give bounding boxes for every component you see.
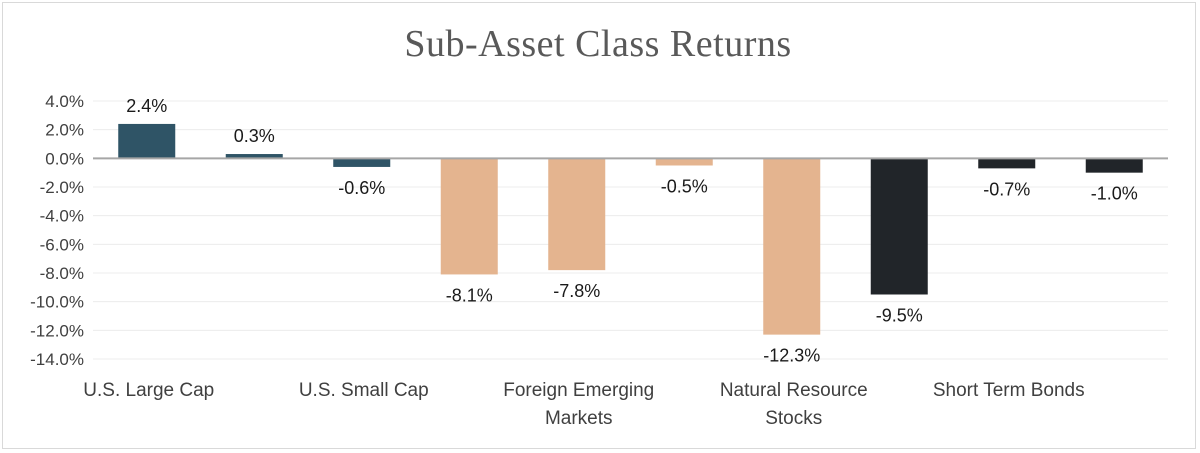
bar <box>655 158 713 166</box>
y-tick-label: -6.0% <box>40 235 84 254</box>
y-tick-label: -4.0% <box>40 207 84 226</box>
bar <box>870 158 928 295</box>
bar <box>1085 158 1143 173</box>
y-tick-label: -14.0% <box>30 350 84 369</box>
data-label: -8.1% <box>446 285 493 305</box>
data-label: -0.7% <box>983 179 1030 199</box>
data-label: -7.8% <box>553 281 600 301</box>
y-tick-label: -2.0% <box>40 178 84 197</box>
bar <box>978 158 1036 169</box>
y-tick-label: 0.0% <box>45 149 84 168</box>
category-labels: U.S. Large Cap U.S. Small Cap Foreign Emer… <box>83 380 1084 429</box>
bar <box>763 158 821 335</box>
bar <box>333 158 391 167</box>
category-label: Foreign Emerging Markets <box>503 380 654 429</box>
data-label: -0.5% <box>661 177 708 197</box>
data-label: -12.3% <box>763 346 820 366</box>
y-tick-label: -8.0% <box>40 264 84 283</box>
bar <box>440 158 498 275</box>
category-label: U.S. Large Cap <box>83 380 214 401</box>
bars <box>118 123 1143 335</box>
data-label: -1.0% <box>1091 184 1138 204</box>
bar <box>225 154 283 159</box>
data-label: 2.4% <box>126 96 167 116</box>
data-label: -9.5% <box>876 306 923 326</box>
y-axis-tick-labels: 4.0% 2.0% 0.0% -2.0% -4.0% -6.0% -8.0% -10.0% -1… <box>30 92 84 369</box>
chart-title: Sub-Asset Class Returns <box>404 23 792 65</box>
y-tick-label: 4.0% <box>45 92 84 111</box>
category-label: U.S. Small Cap <box>299 380 429 401</box>
gridlines <box>93 100 1168 360</box>
data-label: -0.6% <box>338 178 385 198</box>
category-label: Short Term Bonds <box>933 380 1085 401</box>
data-label: 0.3% <box>234 126 275 146</box>
y-tick-label: -12.0% <box>30 321 84 340</box>
bar <box>118 123 176 159</box>
data-labels: 2.4% 0.3% -0.6% -8.1% -7.8% -0.5% -12.3% -9.5% -… <box>126 96 1138 366</box>
y-tick-label: 2.0% <box>45 121 84 140</box>
category-label: Natural Resource Stocks <box>720 380 868 429</box>
y-tick-label: -10.0% <box>30 293 84 312</box>
bar <box>548 158 606 271</box>
